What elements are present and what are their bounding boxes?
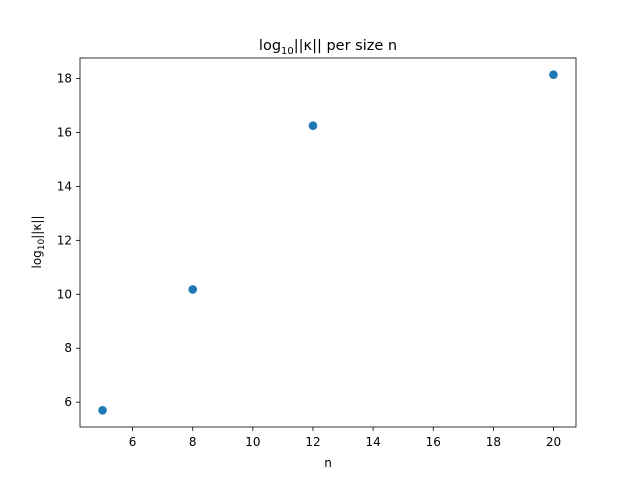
- x-tick-label: 20: [546, 435, 561, 449]
- y-tick-label: 18: [57, 72, 72, 86]
- x-axis-label: n: [324, 456, 332, 470]
- scatter-point: [549, 70, 558, 80]
- y-axis-ticks: 6 8 10 12 14 16 18: [57, 72, 80, 409]
- scatter-point: [188, 285, 198, 294]
- x-tick-label: 14: [365, 435, 380, 449]
- x-tick-label: 16: [426, 435, 441, 449]
- scatter-points: [98, 70, 558, 415]
- x-tick-label: 12: [305, 435, 320, 449]
- y-tick-label: 10: [57, 287, 72, 301]
- y-tick-label: 6: [64, 395, 72, 409]
- x-tick-label: 8: [189, 435, 197, 449]
- y-axis-label: log10||κ||: [30, 216, 47, 269]
- scatter-point: [308, 121, 318, 131]
- chart-title: log10||κ|| per size n: [259, 38, 397, 57]
- y-tick-label: 14: [57, 179, 72, 193]
- x-tick-label: 6: [129, 435, 137, 449]
- y-tick-label: 16: [57, 125, 72, 139]
- y-tick-label: 12: [57, 233, 72, 247]
- x-axis-ticks: 6 8 10 12 14 16 18 20: [129, 427, 561, 449]
- scatter-point: [98, 405, 107, 415]
- x-tick-label: 18: [486, 435, 501, 449]
- y-tick-label: 8: [64, 341, 72, 355]
- x-tick-label: 10: [245, 435, 260, 449]
- plot-area-frame: [79, 57, 577, 428]
